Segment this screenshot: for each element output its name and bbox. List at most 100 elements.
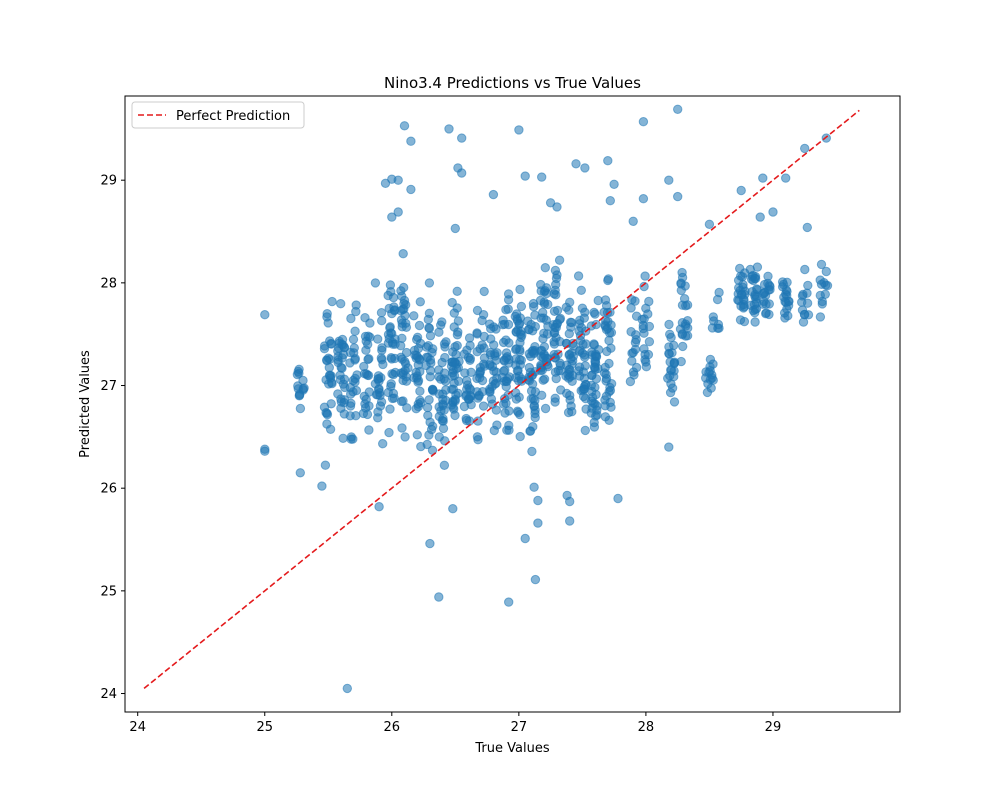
scatter-point [504, 597, 514, 607]
scatter-point [423, 314, 433, 325]
scatter-point [515, 431, 525, 442]
axes-frame [124, 95, 901, 713]
scatter-point [777, 282, 788, 292]
scatter-point [577, 348, 588, 358]
scatter-point [683, 323, 693, 333]
y-tick-label: 28 [100, 276, 117, 291]
scatter-point [363, 339, 373, 350]
scatter-point [342, 683, 352, 694]
scatter-point [512, 366, 523, 376]
scatter-point [676, 356, 686, 367]
scatter-point [669, 397, 680, 407]
scatter-point [576, 285, 586, 295]
scatter-point [798, 317, 809, 327]
scatter-point [399, 282, 409, 293]
scatter-point [566, 401, 576, 411]
scatter-point [424, 323, 435, 334]
x-tick-label: 27 [511, 720, 528, 735]
scatter-point [516, 301, 527, 312]
scatter-point [485, 359, 495, 369]
scatter-point [749, 299, 760, 310]
scatter-point [322, 356, 332, 366]
scatter-point [464, 333, 475, 343]
scatter-point [439, 460, 450, 470]
scatter-point [628, 216, 638, 227]
scatter-point [397, 333, 407, 343]
scatter-point [346, 398, 356, 408]
scatter-point [514, 125, 524, 135]
scatter-point [590, 382, 600, 392]
scatter-point [735, 315, 746, 325]
scatter-point [537, 390, 547, 400]
scatter-point [322, 309, 332, 319]
scatter-point [428, 421, 438, 431]
scatter-point [603, 275, 613, 286]
scatter-point [565, 496, 575, 507]
y-tick-label: 26 [100, 482, 117, 497]
scatter-point [444, 124, 454, 134]
scatter-point [707, 323, 718, 333]
scatter-point [479, 343, 489, 353]
x-tick-label: 25 [256, 720, 273, 735]
scatter-point [352, 370, 362, 380]
scatter-point [783, 311, 793, 321]
scatter-point [398, 396, 408, 406]
scatter-point [664, 175, 674, 185]
scatter-point [639, 328, 649, 338]
scatter-point [540, 403, 551, 414]
scatter-point [479, 286, 489, 297]
scatter-point [589, 339, 599, 349]
scatter-point [590, 351, 600, 361]
scatter-point [415, 386, 425, 396]
scatter-point [422, 402, 433, 413]
scatter-point [520, 171, 530, 181]
scatter-point [348, 434, 358, 444]
scatter-point [503, 319, 514, 330]
scatter-point [462, 345, 472, 355]
scatter-point [580, 163, 590, 173]
scatter-point [587, 370, 597, 380]
scatter-point [351, 306, 361, 317]
scatter-point [821, 266, 831, 277]
scatter-point [573, 271, 584, 281]
scatter-point [295, 403, 306, 414]
scatter-point [448, 396, 458, 406]
scatter-point [589, 422, 600, 432]
scatter-point [327, 378, 337, 389]
scatter-point [537, 365, 547, 375]
scatter-point [464, 416, 475, 426]
scatter-point [520, 533, 530, 544]
scatter-point [526, 319, 536, 330]
scatter-point [320, 460, 331, 470]
scatter-point [529, 482, 539, 492]
scatter-point [489, 366, 499, 376]
scatter-point [630, 337, 641, 348]
scatter-point [440, 352, 450, 363]
scatter-point [333, 351, 343, 362]
scatter-point [472, 305, 483, 316]
scatter-point [438, 400, 448, 411]
scatter-point [540, 263, 550, 273]
scatter-point [643, 309, 653, 319]
scatter-point [538, 375, 548, 385]
scatter-point [363, 331, 373, 341]
scatter-point [326, 399, 336, 409]
scatter-point [604, 415, 614, 425]
x-tick-label: 29 [765, 720, 782, 735]
scatter-point [260, 446, 270, 456]
scatter-point [373, 413, 383, 423]
scatter-point [338, 433, 348, 443]
scatter-point [600, 362, 610, 373]
scatter-point [639, 281, 649, 292]
scatter-point [425, 372, 435, 382]
scatter-point [396, 352, 406, 362]
scatter-point [452, 330, 463, 340]
scatter-point [781, 173, 791, 183]
scatter-point [603, 316, 613, 327]
scatter-point [758, 299, 768, 309]
scatter-point [295, 468, 305, 478]
scatter-point [602, 346, 612, 357]
scatter-point [802, 222, 812, 233]
scatter-point [486, 334, 496, 344]
scatter-point [336, 299, 346, 309]
